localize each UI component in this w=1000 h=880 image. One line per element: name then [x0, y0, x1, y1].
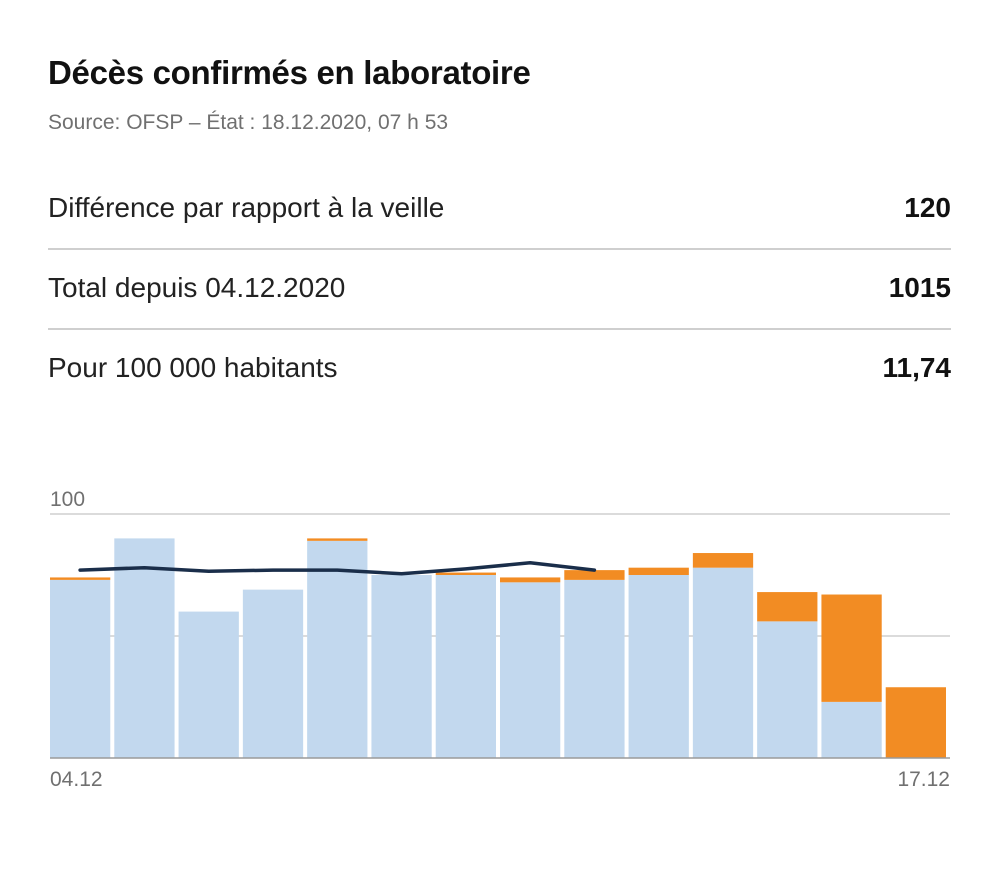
- bar-segment-late-reported: [628, 567, 689, 575]
- bar-segment-late-reported: [885, 687, 946, 758]
- bar-segment-late-reported: [692, 553, 754, 568]
- bar-segment-confirmed: [628, 575, 689, 758]
- bar-segment-confirmed: [692, 567, 754, 758]
- bar-segment-late-reported: [50, 577, 111, 580]
- stat-row-per-100k: Pour 100 000 habitants 11,74: [48, 330, 951, 410]
- chart-title: Décès confirmés en laboratoire: [48, 54, 531, 91]
- bar-segment-late-reported: [757, 592, 818, 622]
- bar-chart: 100 04.12 17.12: [50, 488, 950, 791]
- bar-segment-confirmed: [500, 582, 561, 758]
- bar-segment-confirmed: [435, 575, 496, 758]
- bar-segment-confirmed: [307, 540, 368, 758]
- bar-segment-late-reported: [821, 594, 882, 702]
- bar-segment-confirmed: [50, 579, 111, 758]
- bar-segment-late-reported: [500, 577, 561, 583]
- bar-segment-late-reported: [564, 570, 625, 580]
- stat-row-total: Total depuis 04.12.2020 1015: [48, 250, 951, 330]
- bar-segment-late-reported: [435, 572, 496, 575]
- stat-value: 1015: [888, 272, 951, 303]
- stat-value: 11,74: [882, 352, 951, 383]
- chart-source: Source: OFSP – État : 18.12.2020, 07 h 5…: [48, 111, 449, 134]
- stat-value: 120: [904, 192, 951, 223]
- bar-segment-late-reported: [307, 538, 368, 541]
- y-tick-label: 100: [50, 488, 85, 511]
- bar-segment-confirmed: [178, 611, 239, 758]
- stat-label: Total depuis 04.12.2020: [48, 272, 346, 303]
- x-tick-label: 17.12: [897, 768, 950, 791]
- bar-segment-confirmed: [242, 589, 304, 758]
- stat-label: Différence par rapport à la veille: [48, 192, 445, 223]
- bar-segment-confirmed: [371, 575, 432, 758]
- bar-segment-confirmed: [757, 621, 818, 758]
- bar-segment-confirmed: [114, 538, 175, 758]
- stat-row-daily-difference: Différence par rapport à la veille 120: [48, 170, 951, 250]
- stats-table: Différence par rapport à la veille 120 T…: [48, 170, 951, 410]
- average-line: [78, 561, 597, 576]
- stat-label: Pour 100 000 habitants: [48, 352, 338, 383]
- bar-segment-confirmed: [821, 701, 882, 758]
- bar-segment-confirmed: [564, 579, 625, 758]
- x-tick-label: 04.12: [50, 768, 103, 791]
